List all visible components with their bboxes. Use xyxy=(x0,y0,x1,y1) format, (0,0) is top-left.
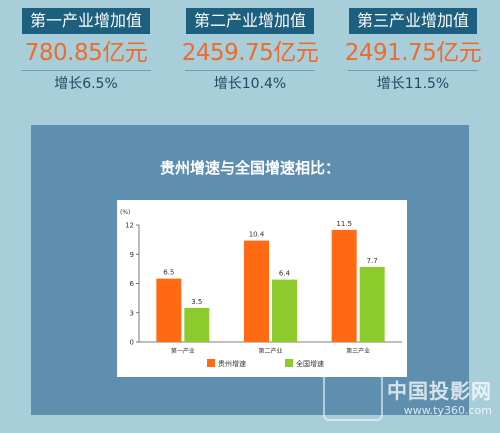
bar-guizhou xyxy=(244,240,269,342)
bar-national xyxy=(272,279,297,342)
stat-tertiary-industry: 第三产业增加值 2491.75亿元 增长11.5% xyxy=(338,8,488,95)
stat-value: 2491.75亿元 xyxy=(344,40,482,66)
stat-primary-industry: 第一产业增加值 780.85亿元 增长6.5% xyxy=(11,8,161,95)
stat-title: 第二产业增加值 xyxy=(185,8,314,34)
stat-secondary-industry: 第二产业增加值 2459.75亿元 增长10.4% xyxy=(175,8,325,95)
y-tick-label: 9 xyxy=(130,251,134,259)
data-label: 11.5 xyxy=(336,220,352,228)
bar-guizhou xyxy=(156,278,182,342)
bar-national xyxy=(359,266,385,342)
panel-title: 贵州增速与全国增速相比： xyxy=(159,159,340,177)
legend-label: 贵州增速 xyxy=(218,359,246,368)
x-tick-label: 第二产业 xyxy=(258,347,282,355)
legend-label: 全国增速 xyxy=(296,359,324,368)
divider xyxy=(21,70,151,71)
y-axis-label: (%) xyxy=(120,209,130,216)
watermark: 中国投影网 www.ty360.com xyxy=(323,373,492,421)
bar-guizhou xyxy=(331,229,357,342)
data-label: 10.4 xyxy=(249,231,265,239)
legend-swatch xyxy=(285,359,293,367)
watermark-text: 中国投影网 xyxy=(387,379,492,403)
chart-container: (%) 0 3 6 9 12 6.5 3.5 第一产业 10.4 6.4 第二产业 11.5 7.7 第三产… xyxy=(117,200,407,377)
y-tick-label: 0 xyxy=(130,339,134,347)
stat-value: 2459.75亿元 xyxy=(181,40,319,66)
stat-growth: 增长11.5% xyxy=(376,76,450,92)
stat-growth: 增长6.5% xyxy=(54,76,118,92)
divider xyxy=(348,70,478,71)
growth-bar-chart: (%) 0 3 6 9 12 6.5 3.5 第一产业 10.4 6.4 第二产业 11.5 7.7 第三产… xyxy=(120,209,402,368)
stat-value: 780.85亿元 xyxy=(24,40,148,66)
bar-national xyxy=(184,307,210,342)
stat-title: 第一产业增加值 xyxy=(21,8,150,34)
data-label: 3.5 xyxy=(191,298,202,306)
watermark-seal-icon xyxy=(323,373,383,421)
y-tick-label: 12 xyxy=(125,222,134,230)
x-tick-label: 第一产业 xyxy=(171,347,195,355)
y-tick-label: 3 xyxy=(130,309,134,317)
legend-swatch xyxy=(207,359,215,367)
comparison-panel: 贵州增速与全国增速相比： (%) 0 3 6 9 12 6.5 3.5 第一产业 10.4 6.4 第… xyxy=(31,125,469,415)
data-label: 6.5 xyxy=(163,269,174,277)
stat-growth: 增长10.4% xyxy=(213,76,287,92)
data-label: 6.4 xyxy=(279,270,291,278)
y-tick-label: 6 xyxy=(130,280,135,288)
watermark-url: www.ty360.com xyxy=(403,404,492,417)
divider xyxy=(185,70,315,71)
stat-title: 第三产业增加值 xyxy=(348,8,477,34)
data-label: 7.7 xyxy=(367,257,378,265)
x-tick-label: 第三产业 xyxy=(346,347,370,355)
